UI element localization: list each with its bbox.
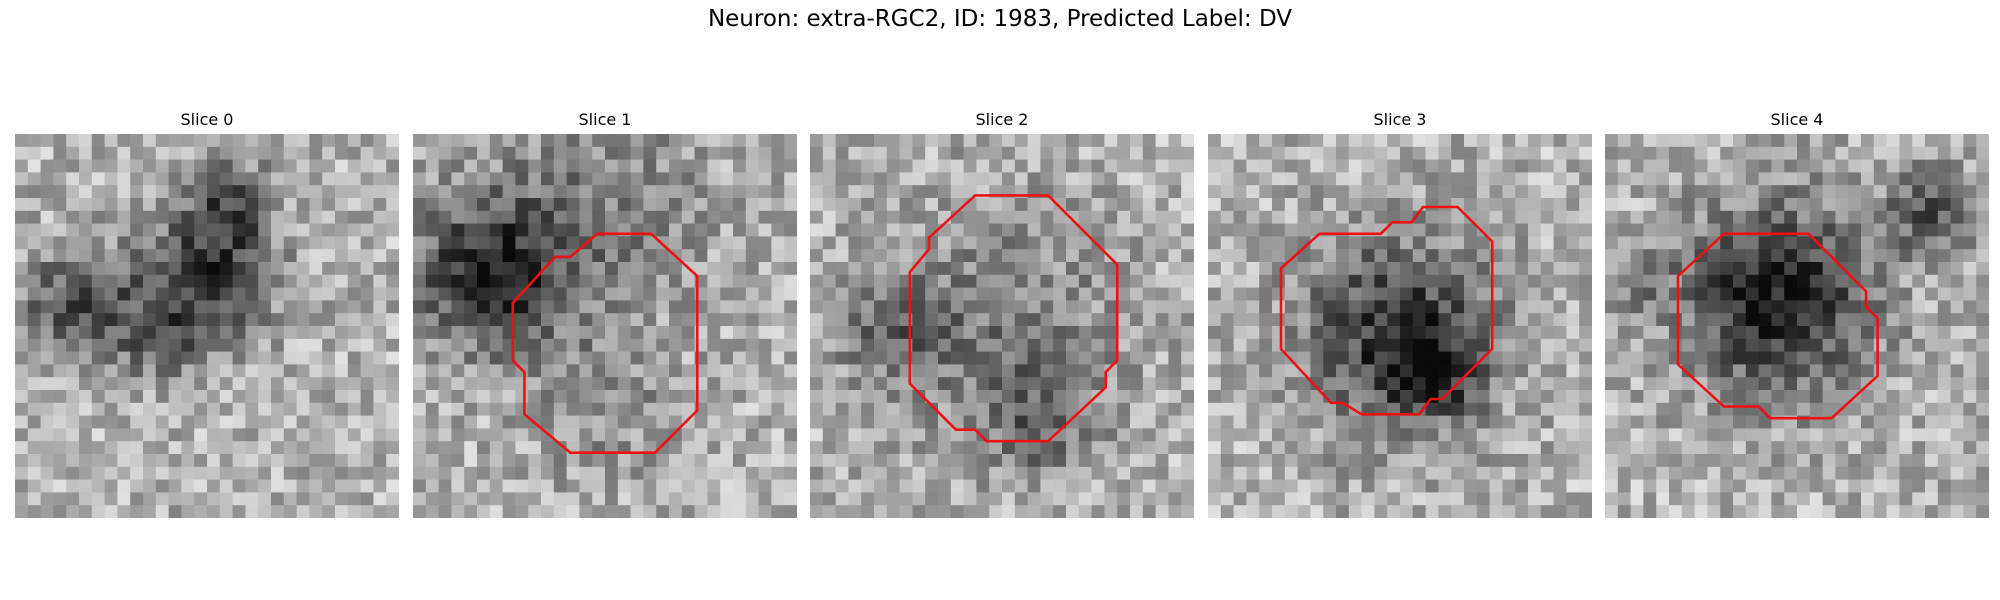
slice-image xyxy=(1605,134,1989,518)
slice-panel-0: Slice 0 xyxy=(15,110,399,518)
slice-title: Slice 3 xyxy=(1373,110,1427,129)
slice-panel-3: Slice 3 xyxy=(1208,110,1592,518)
slice-title: Slice 1 xyxy=(578,110,632,129)
slice-title: Slice 2 xyxy=(975,110,1029,129)
figure-title: Neuron: extra-RGC2, ID: 1983, Predicted … xyxy=(707,6,1293,32)
slice-image xyxy=(1208,134,1592,518)
slice-panel-1: Slice 1 xyxy=(413,110,797,518)
slice-panel-2: Slice 2 xyxy=(810,110,1194,518)
roi-contour xyxy=(1279,205,1494,416)
roi-contour xyxy=(511,232,699,455)
slice-title: Slice 0 xyxy=(180,110,234,129)
slice-panel-4: Slice 4 xyxy=(1605,110,1989,518)
roi-contour xyxy=(1676,232,1879,420)
slice-title: Slice 4 xyxy=(1770,110,1824,129)
slice-image xyxy=(413,134,797,518)
roi-contour xyxy=(908,194,1119,443)
slice-image xyxy=(810,134,1194,518)
slice-image xyxy=(15,134,399,518)
